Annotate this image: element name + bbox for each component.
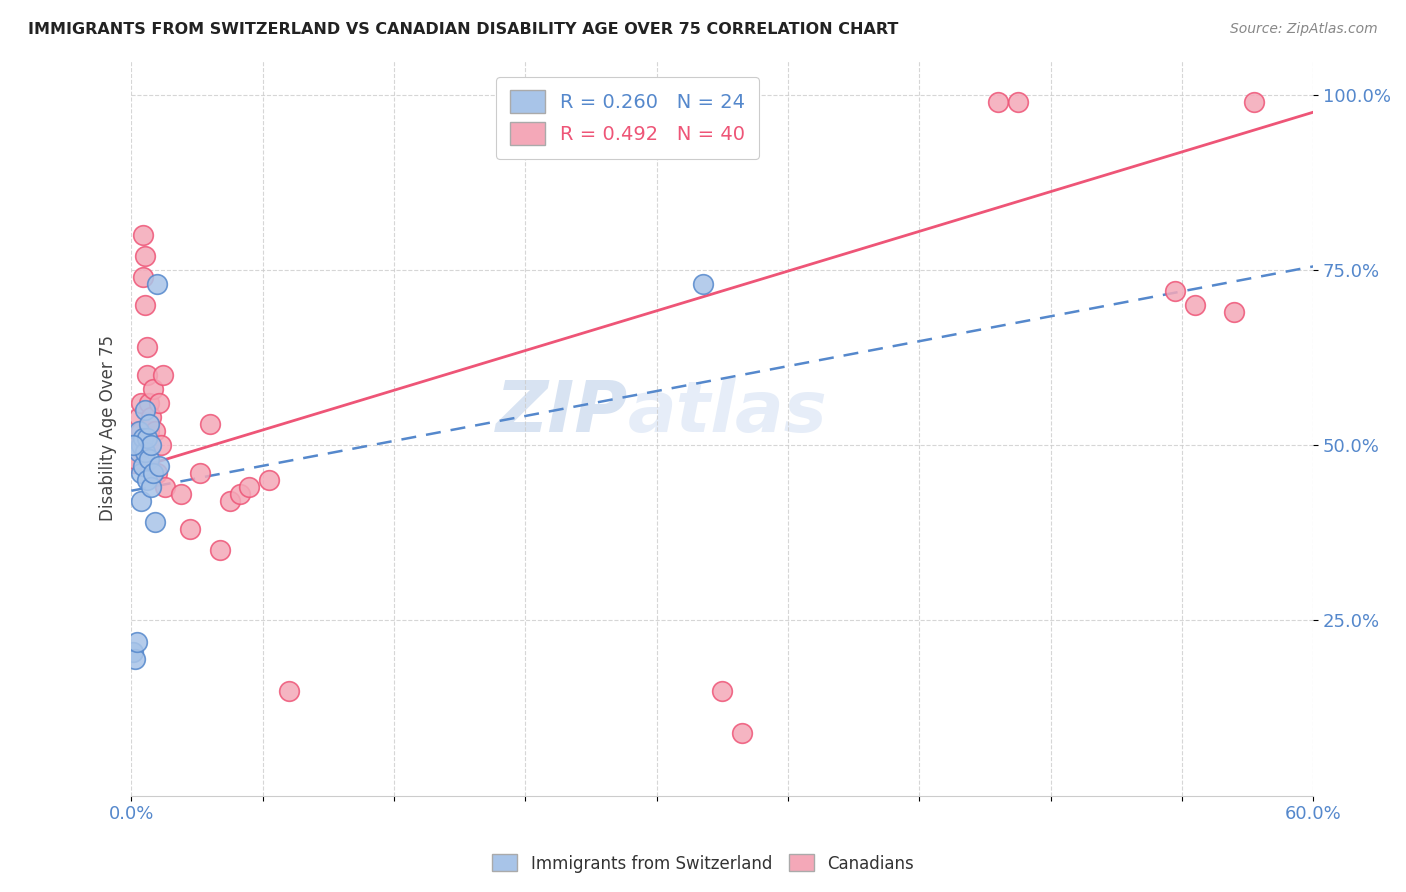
Point xyxy=(129,494,152,508)
Point xyxy=(128,410,150,425)
Point xyxy=(1164,284,1187,298)
Point xyxy=(228,487,250,501)
Point xyxy=(731,725,754,739)
Point xyxy=(711,683,734,698)
Text: IMMIGRANTS FROM SWITZERLAND VS CANADIAN DISABILITY AGE OVER 75 CORRELATION CHART: IMMIGRANTS FROM SWITZERLAND VS CANADIAN … xyxy=(28,22,898,37)
Point xyxy=(134,445,156,459)
Point xyxy=(127,634,149,648)
Point xyxy=(124,452,146,467)
Point xyxy=(188,467,211,481)
Point xyxy=(122,645,145,659)
Point xyxy=(139,438,162,452)
Point xyxy=(146,467,169,481)
Text: Source: ZipAtlas.com: Source: ZipAtlas.com xyxy=(1230,22,1378,37)
Point xyxy=(136,340,159,354)
Point xyxy=(143,424,166,438)
Point xyxy=(142,467,165,481)
Legend: R = 0.260   N = 24, R = 0.492   N = 40: R = 0.260 N = 24, R = 0.492 N = 40 xyxy=(496,77,759,159)
Point xyxy=(142,382,165,396)
Point xyxy=(198,417,221,432)
Point xyxy=(132,269,155,284)
Point xyxy=(692,277,714,291)
Point xyxy=(136,431,159,445)
Point xyxy=(208,543,231,558)
Point xyxy=(1007,95,1029,109)
Point xyxy=(136,368,159,383)
Point xyxy=(148,459,170,474)
Point xyxy=(238,480,260,494)
Point xyxy=(129,467,152,481)
Point xyxy=(132,227,155,242)
Point xyxy=(136,473,159,487)
Point xyxy=(152,368,174,383)
Point xyxy=(987,95,1010,109)
Point xyxy=(1223,305,1246,319)
Point xyxy=(1243,95,1265,109)
Point xyxy=(127,438,149,452)
Point xyxy=(153,480,176,494)
Y-axis label: Disability Age Over 75: Disability Age Over 75 xyxy=(100,334,117,521)
Text: ZIP: ZIP xyxy=(495,378,627,448)
Point xyxy=(134,249,156,263)
Point xyxy=(148,396,170,410)
Point xyxy=(129,424,152,438)
Point xyxy=(1184,298,1206,312)
Point xyxy=(134,298,156,312)
Legend: Immigrants from Switzerland, Canadians: Immigrants from Switzerland, Canadians xyxy=(485,847,921,880)
Point xyxy=(146,277,169,291)
Point xyxy=(132,459,155,474)
Point xyxy=(134,403,156,417)
Point xyxy=(149,438,172,452)
Point xyxy=(257,473,280,487)
Point xyxy=(139,410,162,425)
Point xyxy=(138,424,160,438)
Point xyxy=(179,522,201,536)
Point xyxy=(122,456,145,470)
Point xyxy=(139,480,162,494)
Point xyxy=(128,424,150,438)
Point xyxy=(129,396,152,410)
Point xyxy=(138,417,160,432)
Point xyxy=(143,516,166,530)
Point xyxy=(129,438,152,452)
Point xyxy=(128,445,150,459)
Point xyxy=(169,487,191,501)
Point xyxy=(138,396,160,410)
Text: atlas: atlas xyxy=(627,378,828,448)
Point xyxy=(122,438,145,452)
Point xyxy=(124,652,146,666)
Point xyxy=(218,494,240,508)
Point xyxy=(277,683,299,698)
Point xyxy=(132,431,155,445)
Point xyxy=(138,452,160,467)
